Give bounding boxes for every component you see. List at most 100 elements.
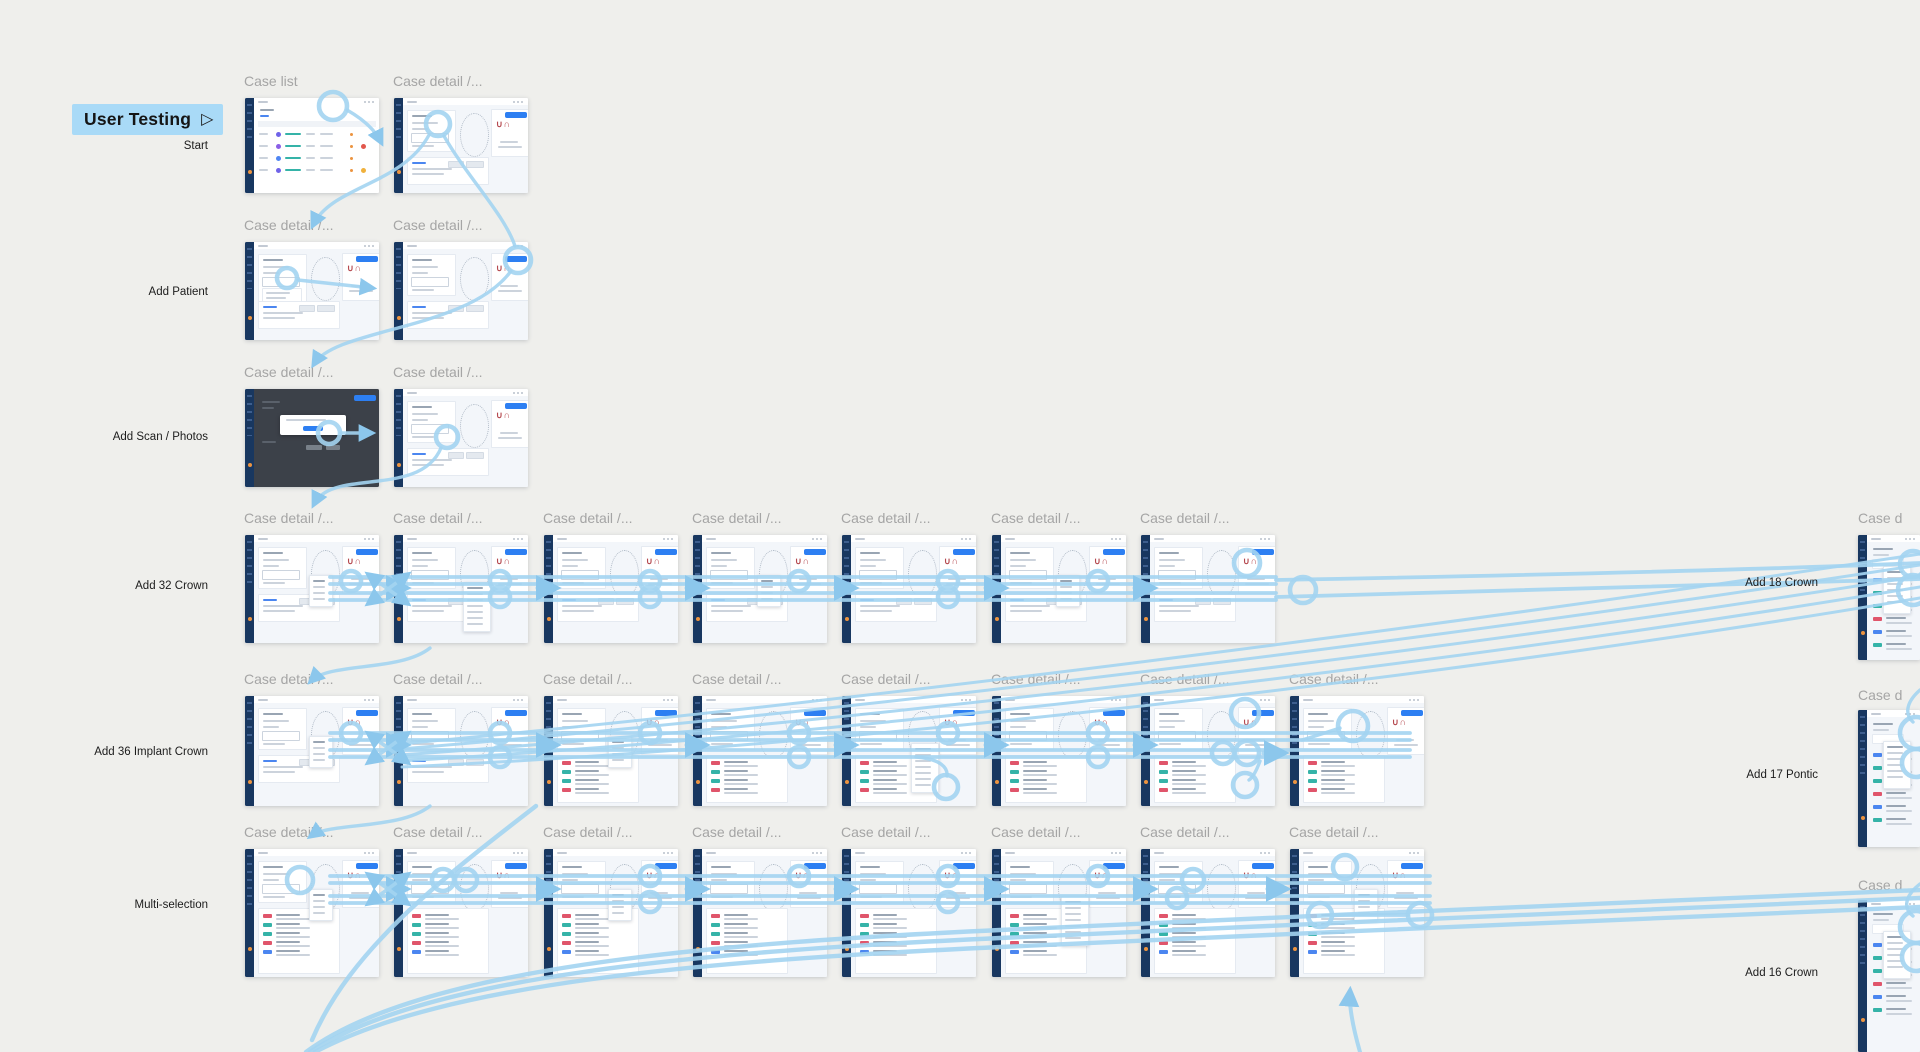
- screen-title[interactable]: Case detail /...: [1140, 824, 1230, 840]
- screen-thumbnail[interactable]: ∪∩: [1141, 535, 1275, 643]
- screen-title[interactable]: Case detail /...: [692, 671, 782, 687]
- screen-title[interactable]: Case detail /...: [841, 671, 931, 687]
- screen-title[interactable]: Case detail /...: [393, 824, 483, 840]
- mini-tag: [1308, 914, 1317, 918]
- screen-title[interactable]: Case detail /...: [692, 510, 782, 526]
- screen-thumbnail[interactable]: ∪∩: [992, 696, 1126, 806]
- screen-title[interactable]: Case detail /...: [393, 73, 483, 89]
- screen-title[interactable]: Case detail /...: [244, 217, 334, 233]
- screen-title[interactable]: Case detail /...: [543, 824, 633, 840]
- screen-thumbnail[interactable]: ∪∩: [245, 696, 379, 806]
- screen-thumbnail[interactable]: ∪∩: [1141, 696, 1275, 806]
- screen-title[interactable]: Case detail /...: [991, 510, 1081, 526]
- mini-arch-diagram: [460, 864, 489, 912]
- screen-title[interactable]: Case detail /...: [244, 364, 334, 380]
- mini-app-sidebar: [992, 535, 1001, 643]
- screen-title[interactable]: Case detail /...: [991, 671, 1081, 687]
- mini-app-content: ∪∩: [1001, 703, 1126, 806]
- flow-start-chip[interactable]: User Testing ▷: [72, 104, 224, 135]
- mini-button: [299, 305, 315, 312]
- mini-text-line: [276, 936, 310, 938]
- screen-title[interactable]: Case d: [1858, 510, 1903, 526]
- screen-title[interactable]: Case detail /...: [1289, 824, 1379, 840]
- mini-select: [561, 884, 599, 894]
- screen-thumbnail[interactable]: ∪∩: [544, 849, 678, 977]
- screen-thumbnail[interactable]: ∪∩: [1290, 849, 1424, 977]
- screen-thumbnail[interactable]: [1858, 900, 1920, 1052]
- screen-thumbnail[interactable]: [245, 98, 379, 193]
- screen-title[interactable]: Case detail /...: [991, 824, 1081, 840]
- mini-text-line: [412, 464, 444, 466]
- screen-thumbnail[interactable]: ∪∩: [394, 242, 528, 340]
- mini-text-line: [724, 774, 758, 776]
- screen-thumbnail[interactable]: [1858, 710, 1920, 847]
- screen-title[interactable]: Case detail /...: [244, 824, 334, 840]
- screen-title[interactable]: Case detail /...: [393, 217, 483, 233]
- mini-tag: [1873, 779, 1882, 783]
- screen-title[interactable]: Case detail /...: [393, 510, 483, 526]
- screen-thumbnail[interactable]: ∪∩: [544, 696, 678, 806]
- mini-text-line: [575, 765, 609, 767]
- mini-text-line: [412, 743, 434, 745]
- screen-thumbnail[interactable]: ∪∩: [842, 849, 976, 977]
- screen-thumbnail[interactable]: ∪∩: [394, 849, 528, 977]
- screen-thumbnail[interactable]: ∪∩: [842, 535, 976, 643]
- screen-title[interactable]: Case list: [244, 73, 298, 89]
- mini-text-line: [500, 739, 518, 741]
- screen-title[interactable]: Case detail /...: [1140, 510, 1230, 526]
- mini-text-line: [412, 419, 428, 421]
- screen-thumbnail[interactable]: ∪∩: [245, 849, 379, 977]
- right-label-1: Add 17 Pontic: [1746, 769, 1818, 781]
- screen-thumbnail[interactable]: ∪∩: [245, 535, 379, 643]
- screen-thumbnail[interactable]: ∪∩: [693, 696, 827, 806]
- screen-thumbnail[interactable]: [1858, 535, 1920, 660]
- screen-thumbnail[interactable]: ∪∩: [992, 849, 1126, 977]
- screen-title[interactable]: Case detail /...: [543, 510, 633, 526]
- screen-thumbnail[interactable]: ∪∩: [693, 535, 827, 643]
- mini-app-content: ∪∩: [702, 856, 827, 977]
- screen-thumbnail[interactable]: ∪∩: [693, 849, 827, 977]
- mini-context-menu: [1883, 566, 1911, 614]
- mini-text-line: [276, 923, 300, 925]
- screen-title[interactable]: Case detail /...: [244, 671, 334, 687]
- screen-title[interactable]: Case detail /...: [393, 671, 483, 687]
- screen-thumbnail[interactable]: [245, 389, 379, 487]
- mini-arch-diagram: [1207, 864, 1236, 912]
- mini-tag: [562, 761, 571, 765]
- mini-tag: [711, 770, 720, 774]
- mini-text-line: [1886, 1000, 1912, 1002]
- screen-title[interactable]: Case detail /...: [1140, 671, 1230, 687]
- mini-text-line: [313, 912, 325, 914]
- screen-thumbnail[interactable]: ∪∩: [992, 535, 1126, 643]
- mini-text-line: [575, 914, 599, 916]
- screen-thumbnail[interactable]: ∪∩: [1141, 849, 1275, 977]
- screen-thumbnail[interactable]: ∪∩: [394, 98, 528, 193]
- screen-title[interactable]: Case detail /...: [692, 824, 782, 840]
- mini-text-line: [1321, 918, 1355, 920]
- screen-title[interactable]: Case detail /...: [841, 824, 931, 840]
- screen-thumbnail[interactable]: ∪∩: [245, 242, 379, 340]
- screen-title[interactable]: Case detail /...: [1289, 671, 1379, 687]
- mini-arch-diagram: [1058, 711, 1087, 759]
- screen-thumbnail[interactable]: ∪∩: [544, 535, 678, 643]
- mini-tag: [860, 788, 869, 792]
- screen-thumbnail[interactable]: ∪∩: [1290, 696, 1424, 806]
- screen-title[interactable]: Case d: [1858, 877, 1903, 893]
- screen-title[interactable]: Case detail /...: [393, 364, 483, 380]
- screen-title[interactable]: Case d: [1858, 687, 1903, 703]
- screen-thumbnail[interactable]: ∪∩: [394, 535, 528, 643]
- screen-title[interactable]: Case detail /...: [841, 510, 931, 526]
- mini-text-line: [562, 879, 578, 881]
- screen-thumbnail[interactable]: ∪∩: [394, 389, 528, 487]
- mini-arch-marks: ∪∩: [496, 119, 512, 129]
- mini-text-line: [1010, 565, 1026, 567]
- play-icon[interactable]: ▷: [201, 110, 214, 128]
- mini-tag: [562, 770, 571, 774]
- screen-title[interactable]: Case detail /...: [244, 510, 334, 526]
- mini-text-line: [650, 892, 668, 894]
- mini-tag: [711, 950, 720, 954]
- screen-thumbnail[interactable]: ∪∩: [394, 696, 528, 806]
- screen-title[interactable]: Case detail /...: [543, 671, 633, 687]
- screen-thumbnail[interactable]: ∪∩: [842, 696, 976, 806]
